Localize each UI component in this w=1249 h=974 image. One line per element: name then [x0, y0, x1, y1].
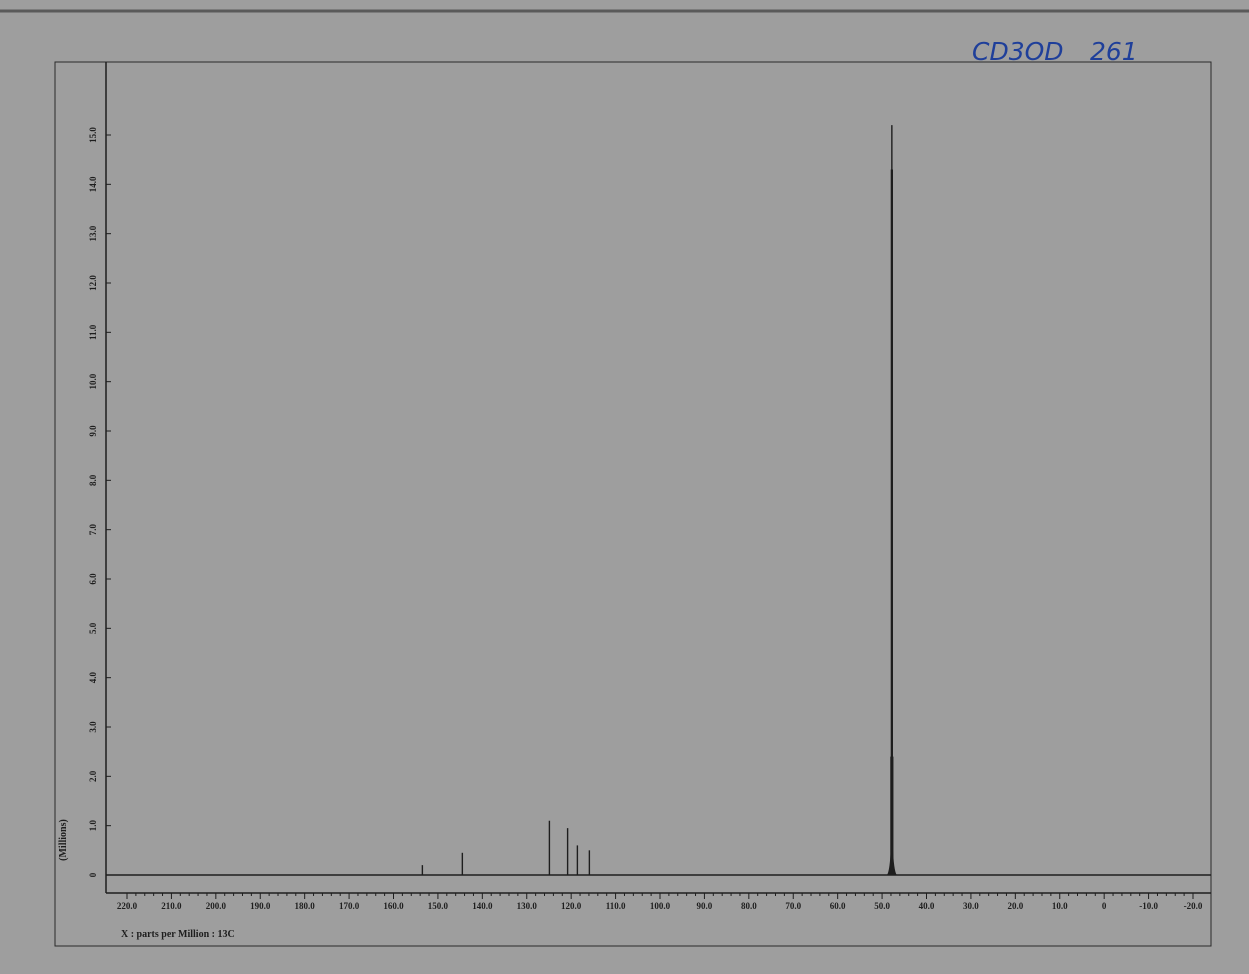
- y-axis-label: (Millions): [58, 819, 69, 861]
- y-tick-label: 8.0: [88, 474, 98, 486]
- y-tick-label: 13.0: [88, 225, 98, 241]
- x-tick-label: 0: [1102, 901, 1107, 911]
- x-tick-label: 60.0: [830, 901, 846, 911]
- y-tick-label: 15.0: [88, 127, 98, 143]
- x-tick-label: 220.0: [117, 901, 138, 911]
- handwritten-sample-id: 261: [1090, 37, 1138, 66]
- x-tick-label: 110.0: [606, 901, 626, 911]
- solvent-peak-foot: [886, 845, 897, 875]
- y-tick-label: 3.0: [88, 721, 98, 733]
- x-tick-label: 140.0: [472, 901, 493, 911]
- x-tick-label: 50.0: [874, 901, 890, 911]
- x-tick-label: 70.0: [785, 901, 801, 911]
- handwritten-solvent-note: CD3OD: [972, 37, 1064, 66]
- y-tick-label: 10.0: [88, 373, 98, 389]
- y-tick-label: 9.0: [88, 425, 98, 437]
- x-tick-label: 100.0: [650, 901, 671, 911]
- x-tick-label: 180.0: [295, 901, 316, 911]
- x-tick-label: 170.0: [339, 901, 360, 911]
- plot-frame: [54, 61, 1212, 947]
- x-tick-label: 130.0: [517, 901, 538, 911]
- x-tick-label: 20.0: [1007, 901, 1023, 911]
- x-tick-label: 30.0: [963, 901, 979, 911]
- y-tick-label: 11.0: [88, 324, 98, 340]
- y-tick-label: 12.0: [88, 275, 98, 291]
- y-tick-label: 14.0: [88, 176, 98, 192]
- x-tick-label: 160.0: [383, 901, 404, 911]
- x-tick-label: 120.0: [561, 901, 582, 911]
- y-axis-ticks: 0 1.0 2.0 3.0 4.0 5.0 6.0 7.0 8.0 9.0 10.0 11.0 12.0…: [88, 127, 111, 877]
- y-tick-label: 0: [88, 872, 98, 877]
- x-tick-label: 150.0: [428, 901, 449, 911]
- y-tick-label: 4.0: [88, 672, 98, 684]
- y-tick-label: 6.0: [88, 573, 98, 585]
- x-tick-label: 80.0: [741, 901, 757, 911]
- x-tick-label: 90.0: [697, 901, 713, 911]
- x-tick-label: 200.0: [206, 901, 227, 911]
- x-tick-label: 10.0: [1052, 901, 1068, 911]
- x-axis-ticks: 220.0 210.0 200.0 190.0 180.0 170.0 160.0 150.0…: [117, 893, 1203, 911]
- y-tick-label: 7.0: [88, 524, 98, 536]
- y-tick-label: 1.0: [88, 820, 98, 832]
- y-tick-label: 2.0: [88, 770, 98, 782]
- x-axis-label: X : parts per Million : 13C: [121, 929, 235, 940]
- x-tick-label: -20.0: [1184, 901, 1203, 911]
- x-tick-label: 40.0: [919, 901, 935, 911]
- x-tick-label: -10.0: [1139, 901, 1158, 911]
- x-tick-label: 190.0: [250, 901, 271, 911]
- spectrum-trace: [106, 125, 1211, 876]
- x-tick-label: 210.0: [161, 901, 182, 911]
- y-tick-label: 5.0: [88, 622, 98, 634]
